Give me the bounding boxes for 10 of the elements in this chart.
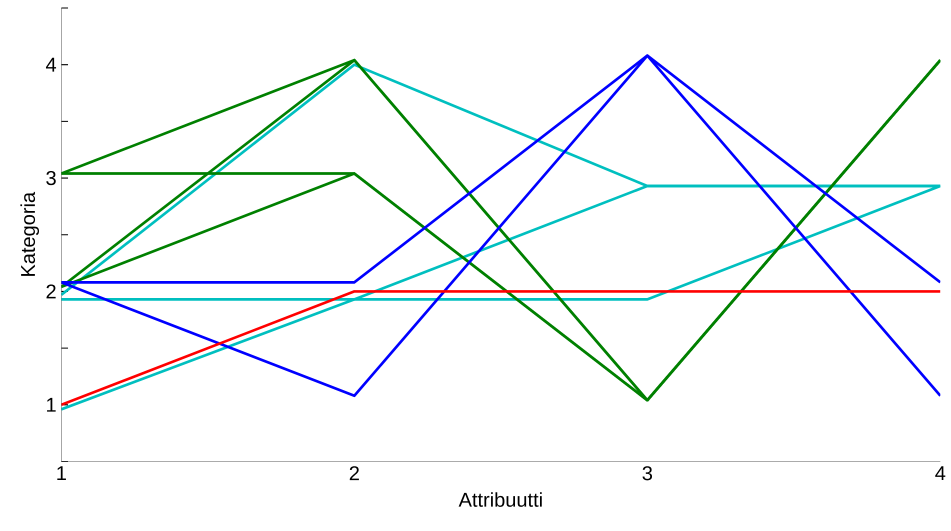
y-tick-label: 3: [46, 171, 56, 186]
y-tick-label: 2: [46, 284, 56, 298]
x-tick-label: 1: [57, 466, 66, 480]
y-tick-label: 4: [46, 58, 56, 72]
x-axis-title: Attribuutti: [458, 492, 542, 507]
y-tick-label: 1: [47, 398, 56, 412]
x-tick-label: 2: [350, 466, 359, 480]
x-tick-label: 4: [935, 466, 946, 480]
y-axis-title: Kategoria: [20, 192, 40, 276]
x-tick-label: 3: [642, 466, 652, 480]
